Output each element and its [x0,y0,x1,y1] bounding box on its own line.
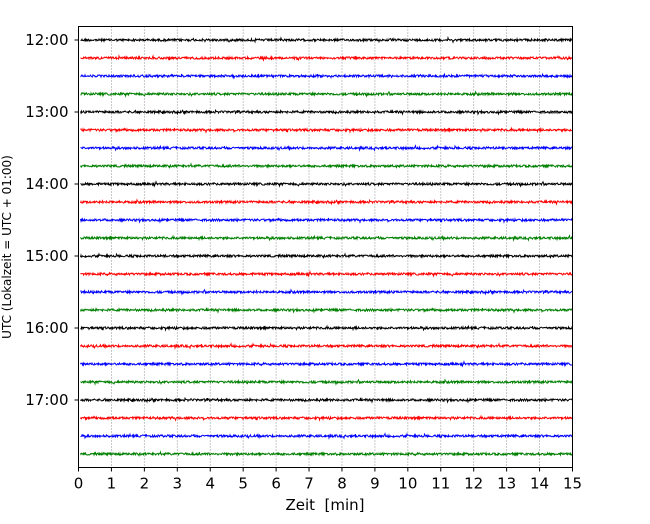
trace-1245 [80,90,573,98]
trace-1545 [80,306,573,314]
x-tick-label: 5 [238,475,248,493]
x-tick-label: 1 [107,475,117,493]
trace-1530 [80,288,573,296]
y-axis-label: UTC (Lokalzeit = UTC + 01:00) [0,155,14,339]
trace-1745 [80,450,573,458]
y-tick-label: 17:00 [25,391,68,409]
trace-1415 [80,198,573,206]
traces [80,35,573,458]
trace-1330 [80,144,573,152]
x-tick-label: 13 [497,475,516,493]
trace-1430 [80,216,573,224]
x-tick-label: 8 [337,475,347,493]
x-tick-label: 11 [431,475,450,493]
x-tick-label: 14 [530,475,549,493]
trace-1615 [80,342,573,350]
trace-1300 [80,108,573,116]
x-tick-label: 12 [464,475,483,493]
x-tick-label: 10 [398,475,417,493]
x-tick-label: 6 [271,475,281,493]
y-tick-label: 14:00 [25,175,68,193]
x-tick-label: 7 [304,475,314,493]
x-tick-label: 4 [205,475,215,493]
x-tick-label: 0 [74,475,84,493]
x-tick-label: 15 [563,475,582,493]
plot-frame [78,26,573,468]
trace-1515 [80,270,573,278]
x-tick-label: 3 [173,475,183,493]
y-tick-label: 15:00 [25,247,68,265]
x-axis-label: Zeit [min] [285,496,364,514]
x-tick-label: 2 [140,475,150,493]
trace-1630 [80,360,573,368]
trace-1445 [80,234,573,242]
trace-1500 [80,252,573,260]
y-tick-label: 16:00 [25,319,68,337]
trace-1645 [80,378,573,386]
trace-1700 [80,396,573,404]
y-tick-label: 13:00 [25,103,68,121]
trace-1715 [80,414,573,422]
trace-1315 [80,126,573,134]
x-axis: 0 1 2 3 4 5 6 7 8 9 10 11 12 13 14 15 [74,467,582,493]
trace-1730 [80,432,573,440]
trace-1400 [80,180,573,188]
trace-1230 [80,72,573,80]
y-tick-label: 12:00 [25,31,68,49]
x-tick-label: 9 [370,475,380,493]
trace-1345 [80,162,573,170]
trace-1600 [80,324,573,332]
y-axis: 12:00 13:00 14:00 15:00 16:00 17:00 [25,31,79,409]
trace-1215 [80,54,573,62]
trace-1200 [80,35,573,44]
